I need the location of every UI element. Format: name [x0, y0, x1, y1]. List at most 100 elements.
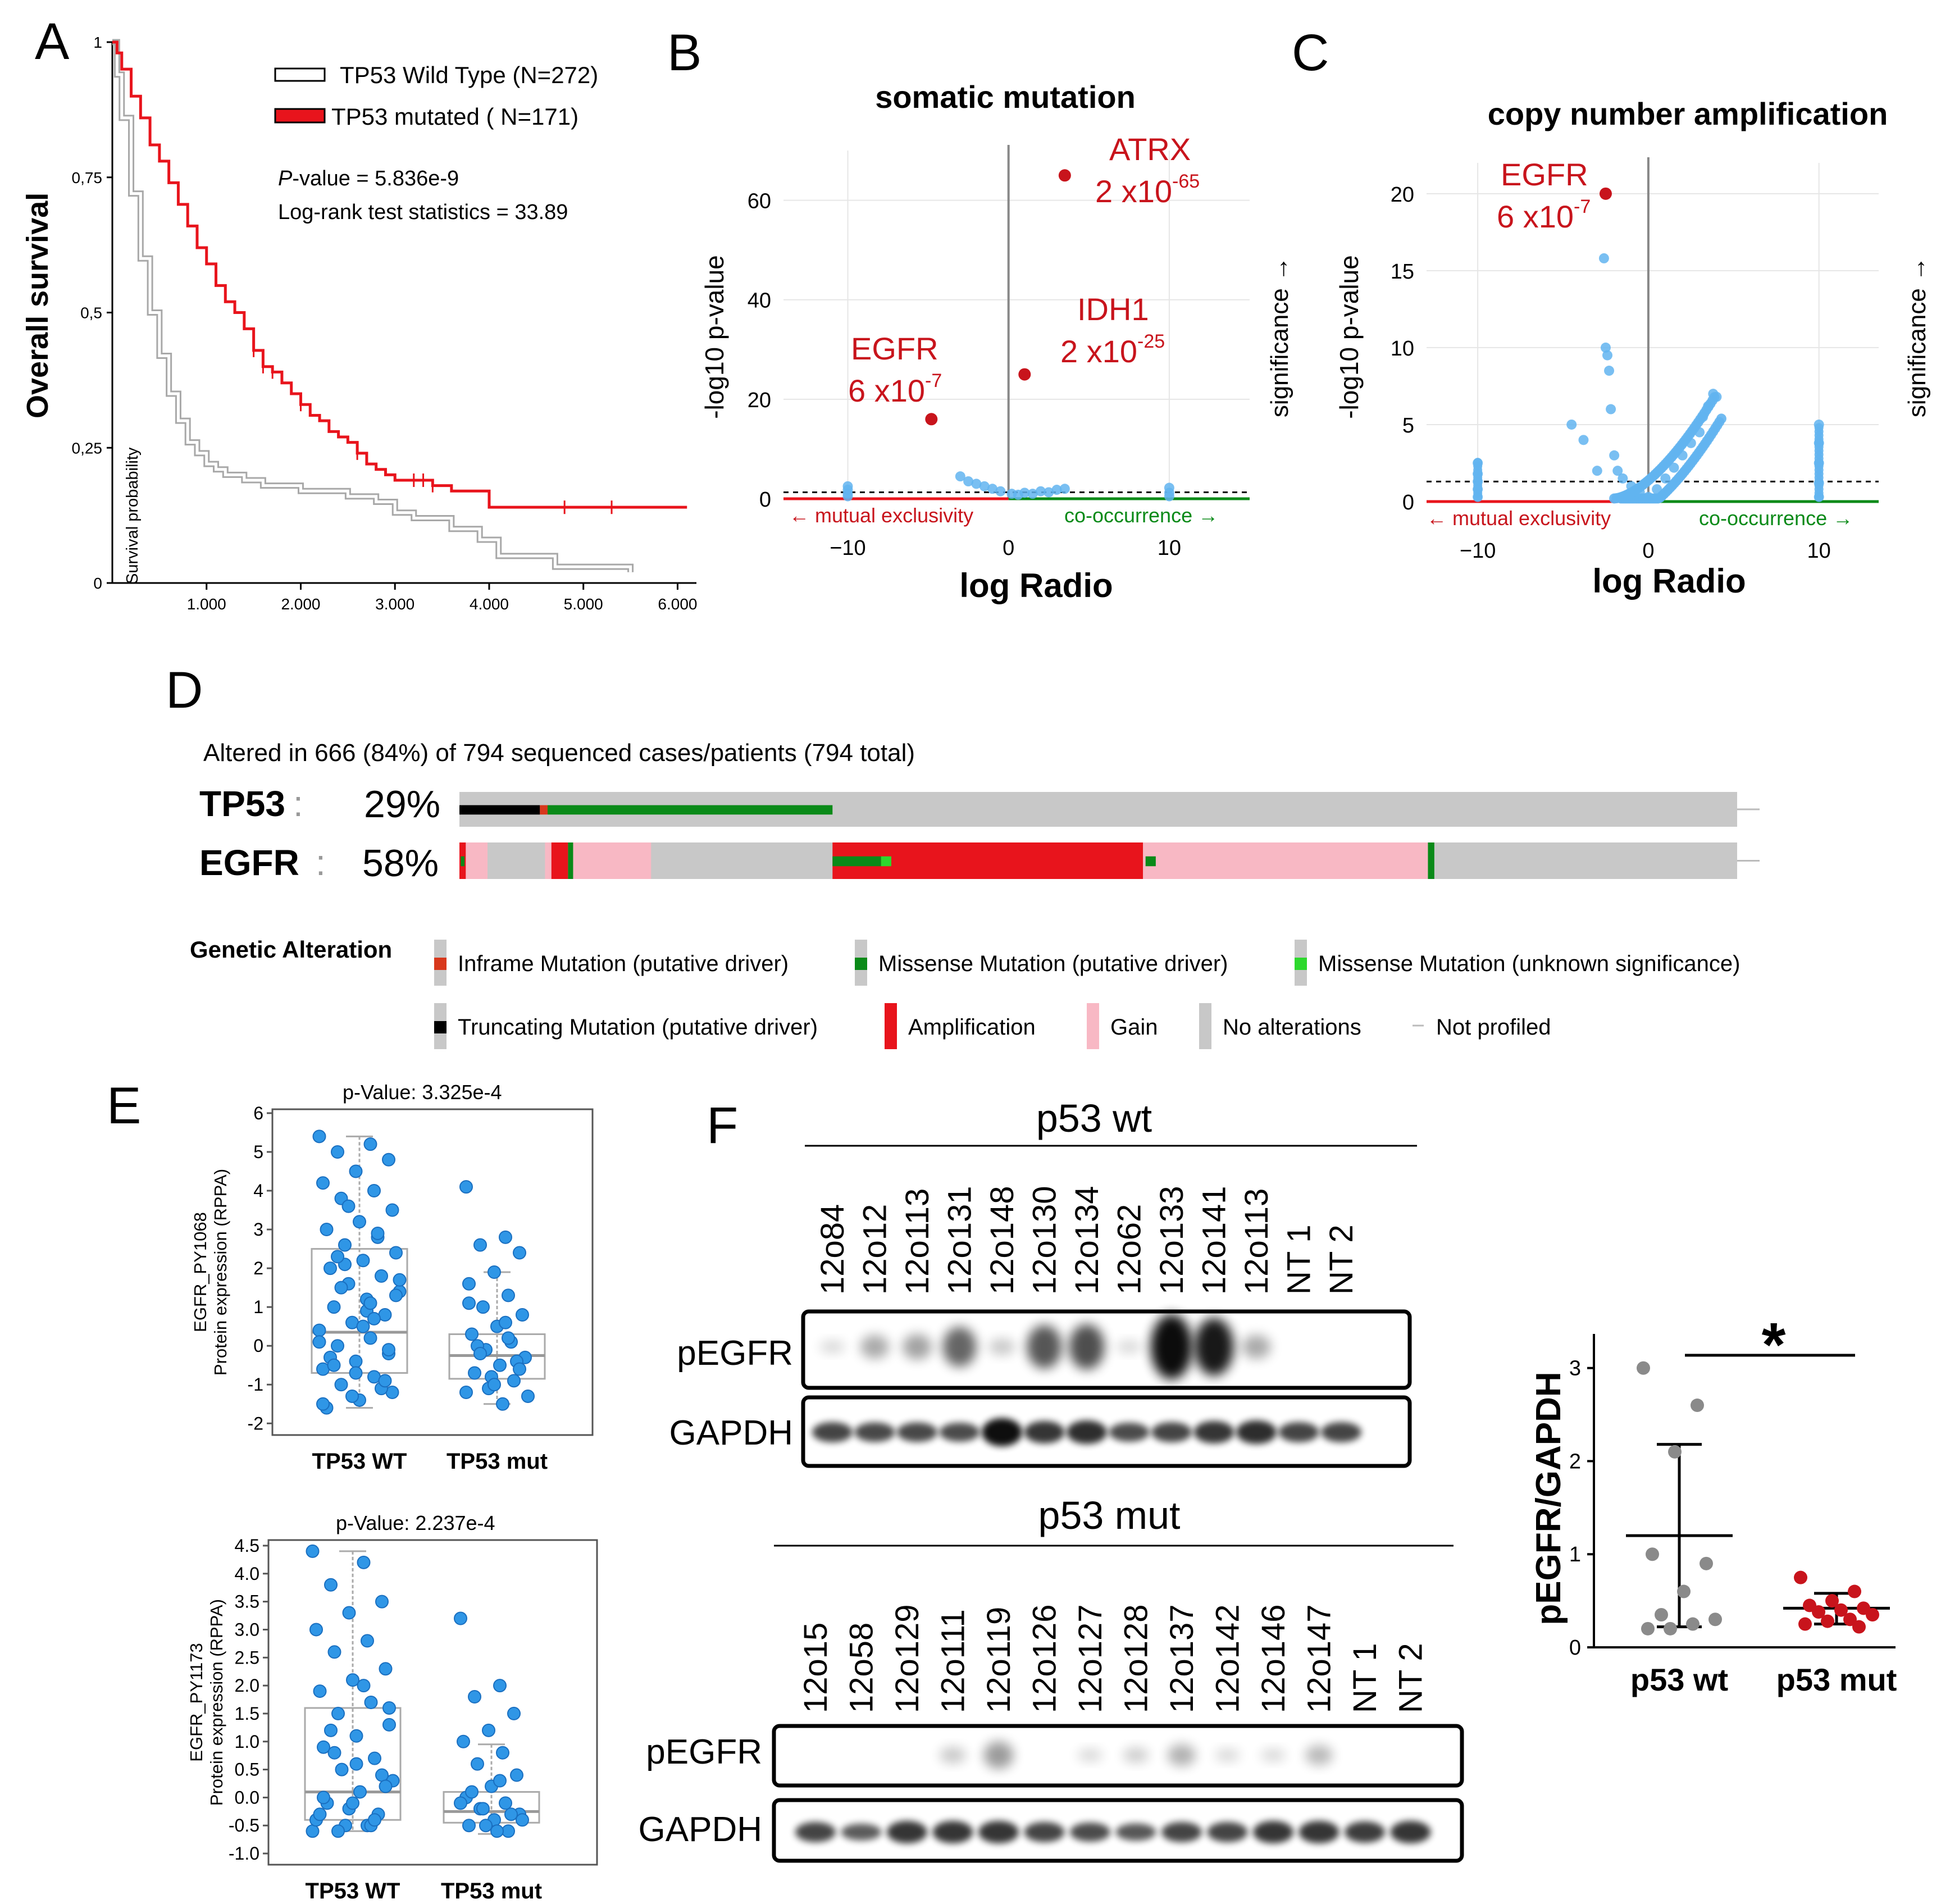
- b-title: somatic mutation: [875, 79, 1136, 115]
- e-ytick-label: 1.0: [235, 1732, 259, 1752]
- d-segment-gain: [545, 842, 552, 879]
- e-data-point: [368, 1751, 381, 1765]
- e-data-point: [353, 1215, 366, 1229]
- e-ytick-label: 2: [253, 1258, 263, 1278]
- d-legend-swatch-amp: [885, 1003, 897, 1049]
- western-blot-mut: p53 mut 12o15 12o58 12o129 12o111 12o119 12o1…: [639, 1493, 1464, 1863]
- ytick-label: 0: [759, 488, 771, 512]
- e-ytick-label: 6: [253, 1103, 263, 1123]
- a-xtick-label: 1.000: [187, 595, 226, 613]
- blot-wt-pegfr-band: [1117, 1340, 1142, 1354]
- e-ytick-label: -2: [248, 1413, 263, 1433]
- e-data-point: [364, 1696, 378, 1709]
- western-blot-wt: p53 wt 12o84 12o12 12o113 12o131 12o148 12o13…: [669, 1096, 1417, 1468]
- e-ytick-label: 1: [253, 1297, 263, 1317]
- e-data-point: [334, 1378, 348, 1392]
- panel-letter-a: A: [35, 13, 70, 70]
- ytick-label: 60: [748, 190, 771, 213]
- blot-wt-pegfr-membrane: [801, 1309, 1412, 1390]
- b-atrx-gene: ATRX: [1109, 131, 1191, 167]
- e-data-point: [479, 1819, 493, 1833]
- b-egfr-pvalue: 6 x10-7: [848, 370, 942, 408]
- c-x-label: log Radio: [1592, 562, 1746, 600]
- volcano-point: [1051, 485, 1062, 495]
- b-bottom-right: co-occurrence →: [1064, 504, 1218, 527]
- e-data-point: [457, 1734, 470, 1748]
- e-data-point: [513, 1362, 526, 1376]
- e-data-point: [335, 1762, 349, 1777]
- blot-wt-row-gapdh: GAPDH: [669, 1414, 793, 1452]
- b-idh1-exp: -25: [1137, 331, 1165, 352]
- blot-mut-lane-label: 12o147: [1301, 1604, 1338, 1713]
- volcano-point: [1709, 392, 1720, 403]
- d-segment-missense: [547, 805, 833, 815]
- e-data-point: [488, 1265, 501, 1279]
- e-ytick-label: 3.5: [235, 1592, 259, 1612]
- e-data-point: [341, 1199, 356, 1213]
- e-ytick-label: 1.5: [235, 1703, 259, 1724]
- a-inner-y-label: Survival probability: [124, 447, 142, 584]
- ytick-label: 20: [1391, 183, 1414, 207]
- e-data-point: [363, 1331, 377, 1345]
- e-data-point: [502, 1331, 515, 1345]
- e-data-point: [345, 1389, 359, 1403]
- fq-data-point: [1686, 1617, 1700, 1631]
- e-data-point: [468, 1366, 481, 1380]
- e-data-point: [499, 1796, 512, 1810]
- blot-mut-pegfr-band: [940, 1747, 966, 1764]
- a-legend-swatch-wt: [274, 67, 326, 82]
- blot-wt-pegfr-band: [1194, 1318, 1234, 1376]
- kaplan-meier-chart: Overall survival Survival probability 0 0…: [21, 34, 697, 613]
- blot-mut-lane-label: 12o119: [981, 1607, 1017, 1713]
- e-data-point: [465, 1327, 479, 1341]
- c-egfr-exp: -7: [1574, 196, 1591, 217]
- highlight-point-atrx: [1058, 169, 1071, 182]
- ytick-label: 40: [748, 289, 771, 313]
- a-p-label: P: [278, 167, 293, 190]
- xtick-label: 0: [1003, 536, 1014, 560]
- fq-data-point: [1708, 1613, 1722, 1627]
- d-segment-trunc: [459, 805, 540, 815]
- e-data-point: [349, 1164, 363, 1178]
- e-ytick-label: -0.5: [229, 1815, 259, 1835]
- e-data-point: [471, 1757, 484, 1771]
- blot-mut-gapdh-band: [1070, 1823, 1110, 1842]
- d-colon-egfr: :: [316, 842, 326, 883]
- fq-data-point: [1637, 1361, 1650, 1375]
- blot-mut-lane-label: 12o58: [844, 1623, 880, 1713]
- d-mark-lightmissense: [881, 856, 891, 867]
- fq-ytick-label: 1: [1569, 1543, 1581, 1566]
- e-title: p-Value: 3.325e-4: [343, 1081, 502, 1104]
- blot-wt-lane-label: 12o131: [942, 1186, 978, 1295]
- e-ytick-label: 3.0: [235, 1619, 259, 1639]
- e-data-point: [473, 1238, 487, 1252]
- volcano-point: [979, 481, 990, 491]
- d-segment-gain: [1143, 842, 1428, 879]
- blot-wt-pegfr-band: [1151, 1314, 1192, 1379]
- fq-data-point: [1655, 1607, 1668, 1621]
- d-segment-gain: [466, 842, 488, 879]
- e-data-point: [363, 1137, 377, 1151]
- d-segment-amp: [551, 842, 568, 879]
- e-data-point: [454, 1611, 467, 1625]
- blot-wt-row-pegfr: pEGFR: [677, 1334, 793, 1373]
- e-data-point: [363, 1296, 377, 1310]
- blot-mut-lane-label: 12o137: [1164, 1604, 1200, 1713]
- blot-wt-pegfr-band: [1242, 1334, 1271, 1359]
- blot-mut-gapdh-band: [1345, 1821, 1385, 1843]
- blot-wt-lane-label: 12o84: [814, 1204, 851, 1295]
- volcano-point: [963, 476, 974, 486]
- d-segment-gain: [573, 842, 651, 879]
- volcano-point: [1164, 482, 1174, 493]
- e-data-point: [334, 1281, 348, 1295]
- e-data-point: [382, 1701, 396, 1715]
- b-idh1-pvalue: 2 x10-25: [1060, 331, 1165, 369]
- c-title: copy number amplification: [1488, 96, 1888, 131]
- e-data-point: [312, 1129, 326, 1144]
- a-y-label: Overall survival: [21, 193, 54, 418]
- blot-mut-pegfr-band: [983, 1741, 1014, 1769]
- volcano-point: [1600, 342, 1611, 353]
- d-legend-label: Amplification: [908, 1015, 1036, 1040]
- e-data-point: [389, 1288, 403, 1302]
- blot-mut-lane-label: 12o129: [889, 1604, 926, 1713]
